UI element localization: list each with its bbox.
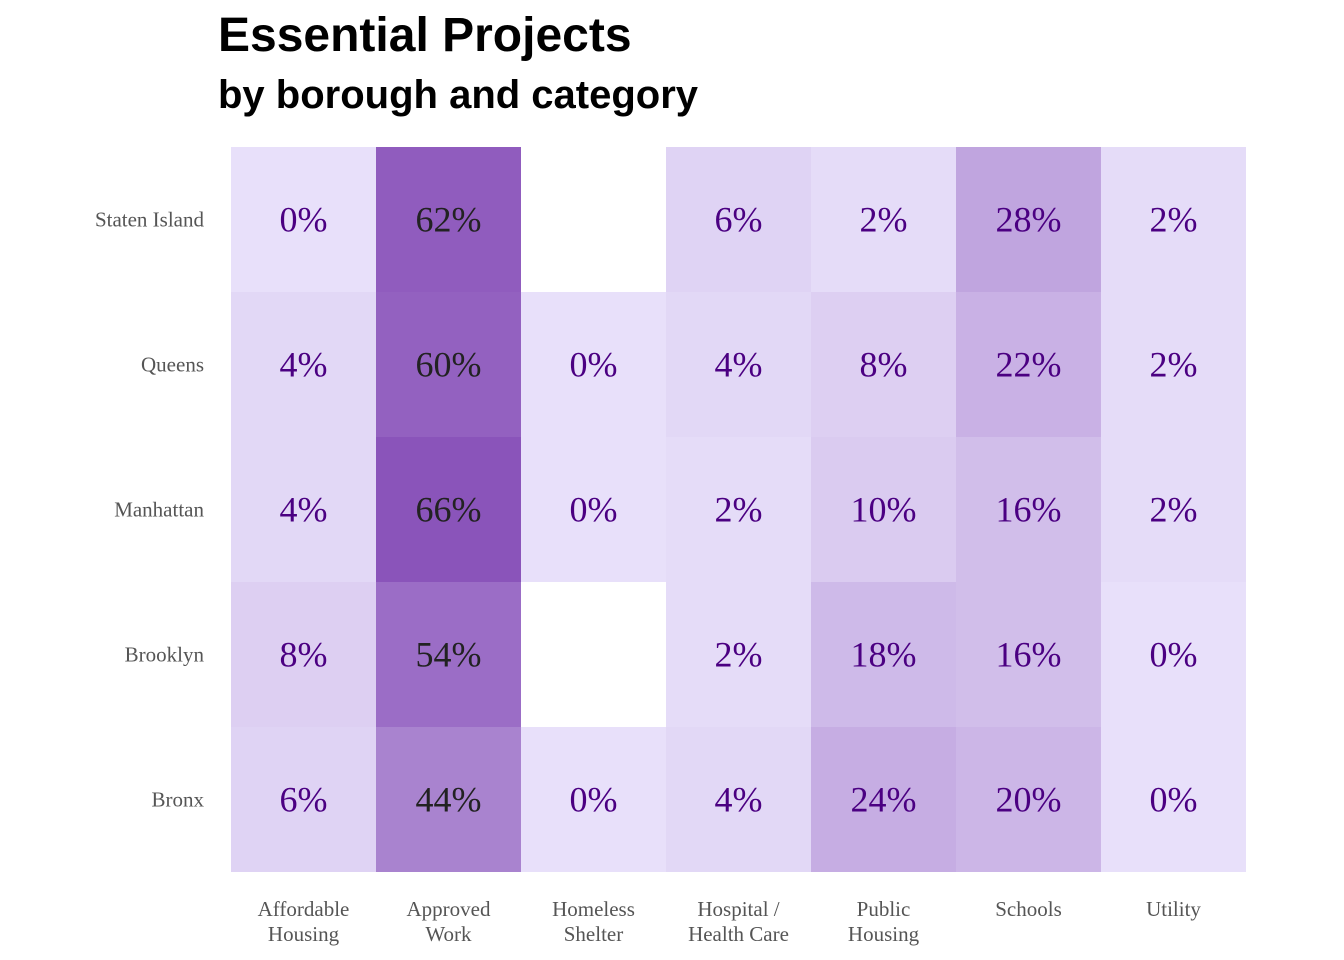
cell-value-label: 66% bbox=[416, 490, 482, 530]
cell-value-label: 4% bbox=[715, 345, 763, 385]
cell-value-label: 54% bbox=[416, 635, 482, 675]
heatmap-cell bbox=[666, 582, 811, 727]
heatmap-cell bbox=[956, 727, 1101, 872]
heatmap-cell bbox=[811, 582, 956, 727]
heatmap-cell bbox=[1101, 727, 1246, 872]
heatmap-cell bbox=[376, 727, 521, 872]
cell-value-label: 8% bbox=[280, 635, 328, 675]
heatmap-cells: 0% 62% 6% 2% 28% 2% 4% 60% 0% 4% 8% 22% 2% 4% 66% 0% 2% 1… bbox=[231, 147, 1246, 872]
heatmap-cell bbox=[231, 292, 376, 437]
heatmap-cell bbox=[521, 582, 666, 727]
heatmap-cell bbox=[521, 147, 666, 292]
cell-value-label: 4% bbox=[715, 780, 763, 820]
x-tick-label: Public Housing bbox=[848, 897, 920, 946]
chart-title: Essential Projects bbox=[218, 9, 632, 62]
heatmap-cell bbox=[666, 437, 811, 582]
heatmap-cell bbox=[376, 437, 521, 582]
heatmap-cell bbox=[956, 582, 1101, 727]
heatmap-cell bbox=[376, 292, 521, 437]
cell-value-label: 60% bbox=[416, 345, 482, 385]
heatmap-cell bbox=[521, 727, 666, 872]
y-tick-label: Queens bbox=[141, 353, 204, 377]
heatmap-cell bbox=[1101, 292, 1246, 437]
heatmap-cell bbox=[231, 727, 376, 872]
cell-value-label: 0% bbox=[280, 200, 328, 240]
cell-value-label: 10% bbox=[851, 490, 917, 530]
cell-value-label: 0% bbox=[570, 780, 618, 820]
cell-value-label: 0% bbox=[1150, 635, 1198, 675]
heatmap-cell bbox=[231, 582, 376, 727]
heatmap-cell bbox=[666, 292, 811, 437]
x-tick-label: Schools bbox=[995, 897, 1062, 921]
cell-value-label: 0% bbox=[1150, 780, 1198, 820]
cell-value-label: 22% bbox=[996, 345, 1062, 385]
heatmap-cell bbox=[376, 147, 521, 292]
heatmap-cell bbox=[1101, 147, 1246, 292]
x-axis-labels: Affordable Housing Approved Work Homeless She… bbox=[258, 897, 1202, 946]
heatmap-cell bbox=[666, 727, 811, 872]
y-tick-label: Brooklyn bbox=[125, 643, 205, 667]
cell-value-label: 2% bbox=[715, 635, 763, 675]
heatmap-cell bbox=[811, 437, 956, 582]
heatmap-cell bbox=[956, 292, 1101, 437]
x-tick-label: Approved Work bbox=[407, 897, 491, 946]
heatmap-cell bbox=[1101, 437, 1246, 582]
cell-value-label: 4% bbox=[280, 490, 328, 530]
cell-value-label: 28% bbox=[996, 200, 1062, 240]
cell-value-label: 16% bbox=[996, 635, 1062, 675]
cell-value-label: 0% bbox=[570, 345, 618, 385]
x-tick-label: Utility bbox=[1146, 897, 1201, 921]
cell-value-label: 2% bbox=[1150, 490, 1198, 530]
cell-value-label: 20% bbox=[996, 780, 1062, 820]
cell-value-label: 24% bbox=[851, 780, 917, 820]
heatmap-cell bbox=[376, 582, 521, 727]
cell-value-label: 4% bbox=[280, 345, 328, 385]
y-tick-label: Manhattan bbox=[114, 498, 204, 522]
heatmap-cell bbox=[521, 437, 666, 582]
heatmap-cell bbox=[956, 147, 1101, 292]
cell-value-label: 2% bbox=[860, 200, 908, 240]
x-tick-label: Homeless Shelter bbox=[552, 897, 635, 946]
cell-value-label: 44% bbox=[416, 780, 482, 820]
cell-value-label: 0% bbox=[570, 490, 618, 530]
x-tick-label: Affordable Housing bbox=[258, 897, 350, 946]
heatmap-cell bbox=[666, 147, 811, 292]
cell-value-label: 2% bbox=[715, 490, 763, 530]
cell-value-label: 2% bbox=[1150, 345, 1198, 385]
y-tick-label: Bronx bbox=[152, 788, 205, 812]
cell-value-label: 8% bbox=[860, 345, 908, 385]
y-tick-label: Staten Island bbox=[95, 208, 205, 232]
y-axis-labels: Staten Island Queens Manhattan Brooklyn Bron… bbox=[95, 208, 205, 812]
cell-value-label: 6% bbox=[280, 780, 328, 820]
heatmap-cell bbox=[811, 727, 956, 872]
heatmap-cell bbox=[811, 292, 956, 437]
cell-value-label: 6% bbox=[715, 200, 763, 240]
x-tick-label: Hospital / Health Care bbox=[688, 897, 789, 946]
chart-subtitle: by borough and category bbox=[218, 73, 699, 117]
cell-value-label: 62% bbox=[416, 200, 482, 240]
heatmap-cell bbox=[1101, 582, 1246, 727]
heatmap-cell bbox=[811, 147, 956, 292]
cell-value-label: 2% bbox=[1150, 200, 1198, 240]
cell-value-label: 16% bbox=[996, 490, 1062, 530]
heatmap-cell bbox=[521, 292, 666, 437]
heatmap-cell bbox=[231, 437, 376, 582]
heatmap-cell bbox=[956, 437, 1101, 582]
heatmap-cell bbox=[231, 147, 376, 292]
cell-value-label: 18% bbox=[851, 635, 917, 675]
